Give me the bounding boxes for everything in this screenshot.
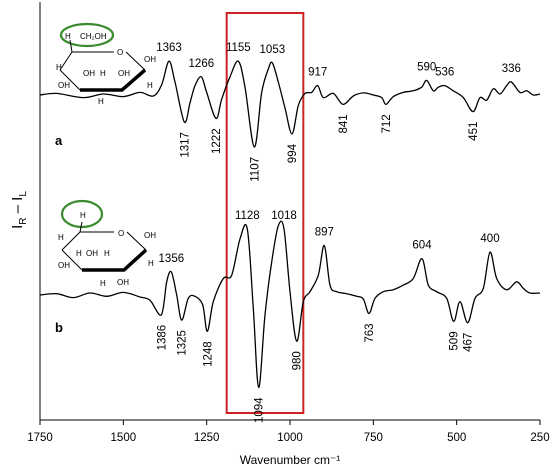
peak-label: 1386 <box>156 325 168 351</box>
peak-label: 467 <box>463 333 475 352</box>
highlight-box <box>225 12 305 414</box>
oh-label: OH <box>83 69 95 78</box>
oh-label: OH <box>118 69 130 78</box>
ring-bold-a <box>80 68 147 92</box>
peak-label: 1053 <box>260 44 286 56</box>
x-tick-label: 750 <box>364 432 383 444</box>
peak-label: 917 <box>308 67 327 79</box>
x-axis-ticks: 1750 1500 1250 1000 750 500 250 <box>27 420 550 444</box>
h-label: H <box>98 97 104 106</box>
x-tick-label: 1000 <box>277 432 303 444</box>
highlight-ellipse-a <box>59 22 115 48</box>
h-label: H <box>100 279 106 288</box>
peak-label: 841 <box>338 114 350 133</box>
oh-label: OH <box>144 231 156 240</box>
peak-label: 1222 <box>211 128 223 154</box>
peak-label: 1356 <box>159 253 185 265</box>
y-axis-label: IR – IL <box>9 191 29 229</box>
series-label-b: b <box>55 320 63 335</box>
peak-label: 1018 <box>271 210 297 222</box>
spectrum-line-a <box>39 60 541 148</box>
oh-label: OH <box>58 81 70 90</box>
h-label: H <box>58 233 64 242</box>
peak-label: 980 <box>292 351 304 370</box>
peak-label: 451 <box>468 122 480 141</box>
peak-label: 336 <box>502 63 521 75</box>
ring-h-label: H <box>65 32 71 41</box>
glucose-structure-a: CH₂OH H O H OH OH H OH H OH H <box>56 22 156 106</box>
peak-label: 763 <box>364 323 376 342</box>
peak-label: 994 <box>287 143 299 163</box>
h-label: H <box>104 249 110 258</box>
x-tick-label: 250 <box>530 432 549 444</box>
highlight-rect <box>225 12 305 414</box>
peak-label: 590 <box>417 61 436 73</box>
peak-label: 1317 <box>179 132 191 158</box>
h-label: H <box>56 63 62 72</box>
peak-label: 1094 <box>254 397 266 423</box>
h-label: H <box>148 259 154 268</box>
peak-label: 1155 <box>226 42 251 54</box>
ring-o-label: O <box>117 48 123 57</box>
peak-label: 536 <box>435 67 454 79</box>
x-tick-label: 1500 <box>111 432 137 444</box>
h-label: H <box>100 69 106 78</box>
peak-label: 712 <box>381 114 393 133</box>
highlight-ellipse-b <box>60 199 104 229</box>
h-label: H <box>76 249 82 258</box>
ring-bold-b <box>82 248 148 272</box>
x-tick-label: 500 <box>447 432 466 444</box>
oh-label: OH <box>58 261 70 270</box>
oh-label: OH <box>86 249 98 258</box>
peak-label: 1363 <box>156 42 182 54</box>
peak-label: 1128 <box>235 210 260 222</box>
spectra: 1363 1317 1266 1222 1155 1107 1053 994 917 841 712… <box>39 42 541 423</box>
peak-label: 400 <box>480 233 499 245</box>
x-axis-title: Wavenumber cm⁻¹ <box>240 453 341 467</box>
peak-label: 897 <box>315 227 334 239</box>
group-label-a: CH₂OH <box>80 32 107 41</box>
peak-label: 604 <box>412 240 432 252</box>
peak-label: 1248 <box>202 341 214 367</box>
x-tick-label: 1750 <box>27 432 53 444</box>
peak-label: 1266 <box>189 58 215 70</box>
group-label-b: H <box>80 211 86 220</box>
h-label: H <box>147 81 153 90</box>
spectrum-line-b <box>39 220 541 389</box>
series-label-a: a <box>55 133 63 148</box>
peak-label: 1325 <box>177 330 189 356</box>
ring-o-label: O <box>118 229 124 238</box>
peak-label: 1107 <box>249 157 261 182</box>
xylose-structure-b: H O H OH H OH H OH H OH H <box>58 199 156 288</box>
peak-label: 509 <box>449 331 461 350</box>
oh-label: OH <box>117 278 129 287</box>
x-tick-label: 1250 <box>194 432 220 444</box>
oh-label: OH <box>144 55 156 64</box>
